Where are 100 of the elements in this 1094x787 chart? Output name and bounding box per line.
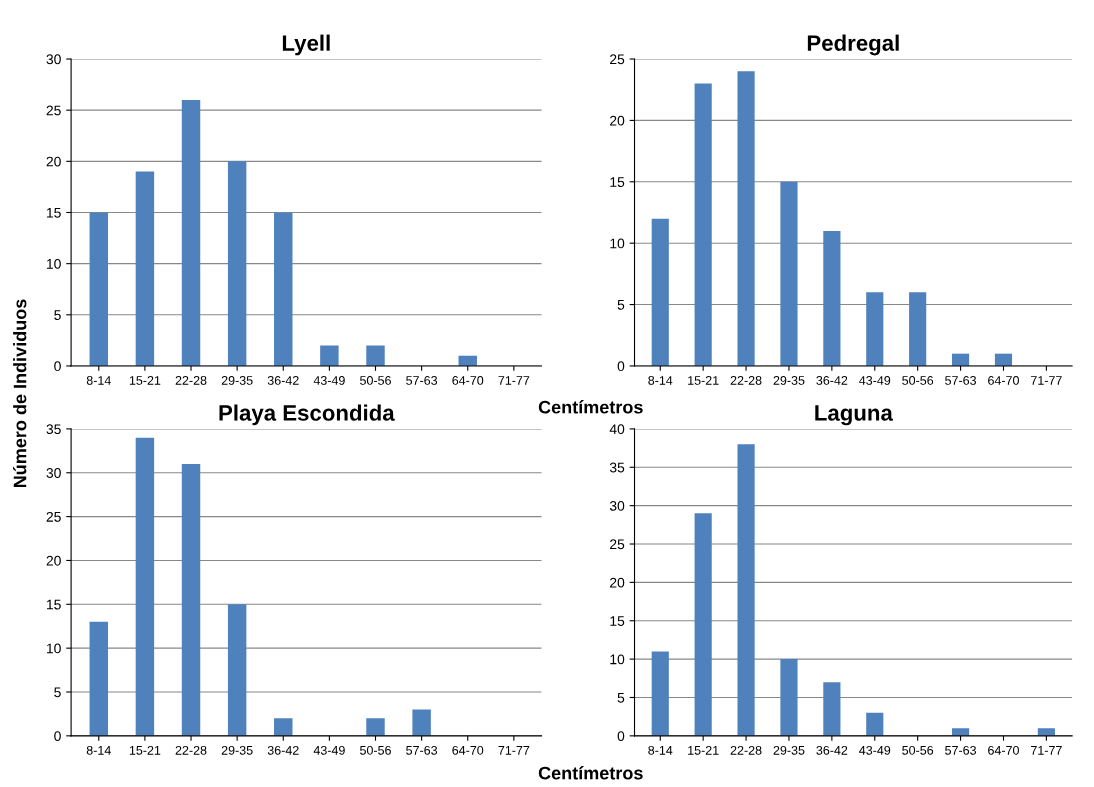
- bar: [780, 181, 798, 366]
- y-tick-label: 40: [609, 424, 625, 435]
- y-tick-label: 5: [617, 692, 625, 703]
- y-axis-title: Número de Individuos: [12, 299, 27, 488]
- x-tick-label: 29-35: [773, 376, 805, 385]
- y-tick-label: 15: [47, 599, 61, 610]
- y-tick-label: 30: [609, 500, 625, 511]
- x-tick-label: 43-49: [313, 376, 345, 385]
- y-tick-label: 0: [617, 731, 625, 742]
- x-tick-label: 50-56: [360, 745, 391, 755]
- bar: [89, 212, 109, 366]
- x-tick-label: 71-77: [498, 746, 530, 755]
- y-tick-label: 15: [610, 616, 625, 626]
- x-tick-label: 8-14: [86, 745, 111, 755]
- chart-title: Lyell: [282, 34, 330, 56]
- y-tick-label: 10: [610, 238, 625, 249]
- bar: [320, 345, 339, 366]
- y-tick-label: 20: [46, 156, 61, 167]
- y-tick-label: 20: [46, 555, 61, 566]
- x-tick-label: 50-56: [902, 745, 934, 755]
- bar: [181, 463, 201, 736]
- bar: [737, 71, 755, 366]
- y-tick-label: 20: [610, 115, 625, 126]
- x-tick-label: 36-42: [267, 376, 299, 385]
- x-tick-label: 71-77: [1031, 746, 1062, 755]
- y-tick-label: 30: [46, 54, 61, 65]
- y-tick-label: 35: [609, 462, 625, 473]
- bar: [412, 709, 431, 736]
- bar: [951, 728, 970, 736]
- x-tick-label: 36-42: [267, 745, 299, 755]
- bar: [909, 292, 927, 366]
- x-tick-label: 71-77: [498, 376, 530, 385]
- x-tick-label: 64-70: [988, 745, 1019, 755]
- y-tick-label: 10: [47, 643, 61, 654]
- x-tick-label: 15-21: [688, 745, 719, 755]
- x-tick-label: 43-49: [313, 745, 345, 755]
- x-tick-label: 8-14: [648, 376, 673, 385]
- bar: [694, 513, 712, 736]
- x-tick-label: 50-56: [902, 376, 934, 385]
- bar: [866, 712, 884, 736]
- x-tick-label: 29-35: [773, 745, 805, 755]
- x-tick-label: 15-21: [129, 376, 161, 385]
- x-tick-label: 8-14: [648, 745, 673, 755]
- x-tick-label: 22-28: [730, 745, 762, 755]
- bar: [866, 292, 884, 366]
- x-tick-label: 8-14: [86, 376, 111, 385]
- bar: [135, 171, 155, 366]
- y-tick-label: 0: [617, 361, 625, 372]
- x-tick-label: 43-49: [859, 745, 891, 755]
- y-tick-label: 15: [610, 177, 625, 187]
- y-tick-label: 30: [46, 468, 61, 478]
- bar: [89, 621, 109, 736]
- x-tick-label: 64-70: [452, 376, 484, 385]
- y-tick-label: 20: [610, 577, 625, 588]
- x-tick-label: 64-70: [988, 376, 1019, 385]
- y-tick-label: 15: [47, 207, 61, 218]
- bar: [1037, 728, 1055, 736]
- y-tick-label: 0: [54, 731, 61, 742]
- x-tick-label: 36-42: [816, 376, 848, 385]
- bar: [274, 718, 293, 736]
- bar: [780, 659, 798, 736]
- bar: [823, 230, 841, 366]
- chart-title: Laguna: [815, 405, 893, 426]
- x-tick-label: 57-63: [406, 745, 438, 755]
- x-tick-label: 57-63: [945, 745, 977, 755]
- x-tick-label: 29-35: [221, 376, 253, 385]
- x-tick-label: 50-56: [360, 376, 391, 385]
- bar: [227, 604, 247, 736]
- x-tick-label: 29-35: [221, 745, 253, 755]
- bar: [135, 437, 155, 736]
- y-tick-label: 25: [46, 105, 61, 116]
- x-tick-label: 57-63: [406, 376, 438, 385]
- y-tick-label: 25: [610, 54, 625, 65]
- x-tick-label: 22-28: [175, 376, 207, 385]
- chart-title: Pedregal: [807, 34, 899, 56]
- chart-title: Playa Escondida: [219, 404, 395, 426]
- x-tick-label: 22-28: [175, 745, 207, 755]
- x-tick-label: 22-28: [730, 376, 762, 385]
- bar: [651, 651, 669, 736]
- y-tick-label: 10: [610, 654, 625, 665]
- bar: [366, 345, 385, 366]
- bar: [694, 83, 712, 366]
- x-tick-label: 36-42: [816, 745, 848, 755]
- y-tick-label: 25: [610, 539, 625, 550]
- bar: [274, 212, 293, 366]
- bar: [823, 682, 841, 736]
- y-tick-label: 10: [47, 258, 61, 269]
- y-tick-label: 35: [46, 424, 61, 435]
- y-tick-label: 25: [46, 511, 61, 522]
- bar: [737, 444, 755, 736]
- bar: [366, 718, 385, 736]
- x-tick-label: 15-21: [129, 745, 161, 755]
- x-axis-title: Centímetros: [538, 400, 643, 414]
- y-tick-label: 5: [54, 310, 61, 320]
- bar: [651, 218, 669, 366]
- x-tick-label: 15-21: [688, 376, 719, 385]
- x-tick-label: 64-70: [452, 745, 484, 755]
- y-tick-label: 5: [617, 300, 625, 310]
- bar: [181, 99, 201, 366]
- bar: [227, 161, 247, 366]
